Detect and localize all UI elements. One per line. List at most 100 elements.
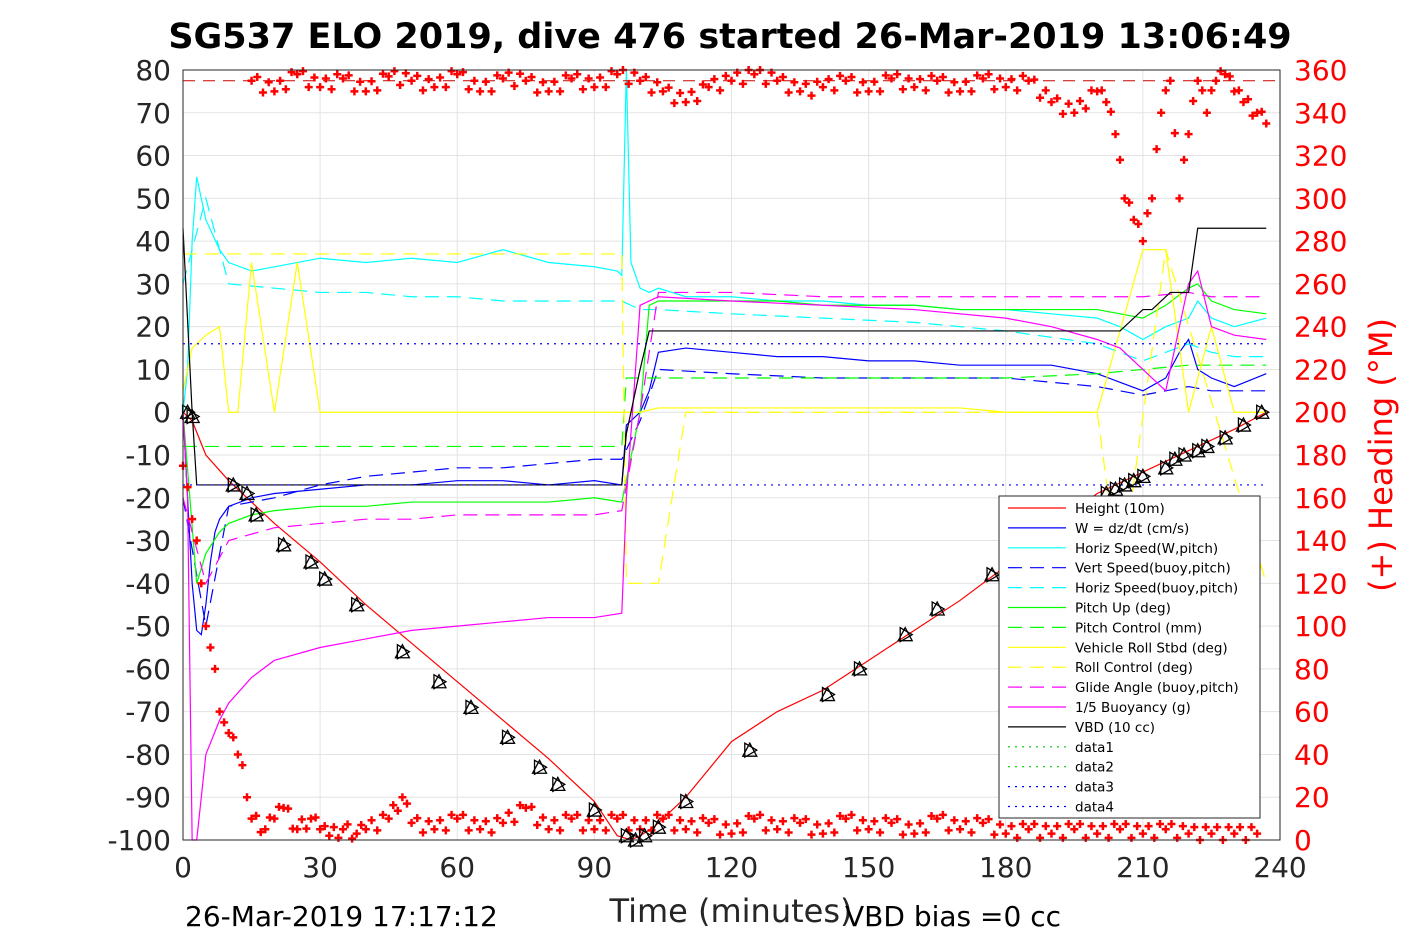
- triangle-marker: [533, 759, 548, 776]
- heading-point: [498, 818, 507, 827]
- heading-point: [1120, 194, 1129, 203]
- heading-point: [298, 67, 307, 76]
- heading-point: [956, 87, 965, 96]
- heading-point: [510, 82, 519, 91]
- heading-point: [938, 810, 947, 819]
- triangle-marker: [430, 673, 448, 689]
- legend-label: Height (10m): [1075, 501, 1165, 517]
- y-left-tick-label: -90: [125, 781, 171, 814]
- heading-point: [1175, 194, 1184, 203]
- heading-point: [224, 729, 233, 738]
- heading-point: [316, 825, 325, 834]
- heading-point: [670, 826, 679, 835]
- triangle-marker: [1219, 429, 1234, 447]
- legend-label: VBD (10 cc): [1075, 720, 1155, 736]
- heading-point: [784, 828, 793, 837]
- heading-point: [281, 85, 290, 94]
- heading-point: [1129, 215, 1138, 224]
- triangle-marker: [305, 553, 320, 571]
- triangle-marker: [1175, 446, 1193, 462]
- heading-point: [476, 825, 485, 834]
- heading-point: [807, 91, 816, 100]
- heading-point: [293, 825, 302, 834]
- heading-point: [938, 72, 947, 81]
- heading-point: [436, 816, 445, 825]
- y-left-tick-label: -30: [125, 525, 171, 558]
- heading-point: [544, 825, 553, 834]
- heading-point: [1018, 819, 1027, 828]
- triangle-marker: [853, 660, 868, 678]
- heading-point: [801, 79, 810, 88]
- heading-point: [818, 83, 827, 92]
- heading-point: [1047, 829, 1056, 838]
- heading-point: [493, 814, 502, 823]
- triangle-marker: [1256, 404, 1271, 421]
- heading-point: [624, 79, 633, 88]
- y-left-tick-label: 60: [135, 140, 171, 173]
- triangle-marker: [250, 506, 265, 524]
- heading-point: [750, 814, 759, 823]
- heading-point: [578, 85, 587, 94]
- triangle-marker: [652, 819, 667, 836]
- heading-point: [1212, 76, 1221, 85]
- heading-point: [1202, 108, 1211, 117]
- heading-point: [658, 87, 667, 96]
- triangle-marker: [744, 742, 759, 759]
- triangle-marker: [531, 758, 548, 774]
- heading-point: [1262, 119, 1271, 128]
- triangle-marker: [819, 686, 836, 702]
- y-right-axis-label: (+) Heading (°M): [1362, 318, 1400, 592]
- heading-point: [1253, 829, 1262, 838]
- heading-point: [1104, 833, 1113, 842]
- heading-point: [357, 821, 366, 830]
- heading-point: [1148, 194, 1157, 203]
- heading-point: [398, 793, 407, 802]
- footer-vbd-bias: VBD bias =0 cc: [845, 900, 1061, 933]
- heading-point: [1064, 99, 1073, 108]
- triangle-marker: [650, 818, 667, 834]
- heading-point: [613, 70, 622, 79]
- heading-point: [601, 826, 610, 835]
- triangle-marker: [1160, 459, 1175, 476]
- y-right-tick-label: 220: [1294, 353, 1347, 386]
- y-right-tick-label: 280: [1294, 225, 1347, 258]
- triangle-marker: [241, 485, 256, 502]
- heading-point: [550, 816, 559, 825]
- heading-point: [1207, 829, 1216, 838]
- heading-point: [1221, 70, 1230, 79]
- heading-point: [956, 825, 965, 834]
- heading-point: [352, 829, 361, 838]
- heading-point: [596, 816, 605, 825]
- triangle-marker: [588, 801, 603, 819]
- heading-point: [653, 78, 662, 87]
- heading-point: [1041, 822, 1050, 831]
- heading-point: [1144, 822, 1153, 831]
- y-right-tick-label: 160: [1294, 482, 1347, 515]
- heading-point: [1207, 86, 1216, 95]
- heading-point: [1111, 130, 1120, 139]
- triangle-marker: [248, 506, 265, 522]
- heading-point: [276, 76, 285, 85]
- heading-point: [447, 67, 456, 76]
- heading-point: [727, 76, 736, 85]
- heading-point: [1152, 145, 1161, 154]
- heading-point: [424, 75, 433, 84]
- heading-point: [242, 793, 251, 802]
- triangle-marker: [1253, 403, 1270, 419]
- heading-point: [229, 733, 238, 742]
- heading-point: [533, 88, 542, 97]
- heading-point: [738, 79, 747, 88]
- y-left-tick-label: 80: [135, 54, 171, 87]
- heading-point: [556, 87, 565, 96]
- triangle-marker: [433, 673, 448, 690]
- y-right-tick-label: 300: [1294, 182, 1347, 215]
- heading-point: [373, 826, 382, 835]
- heading-point: [320, 822, 329, 831]
- legend-label: data1: [1075, 740, 1114, 756]
- y-left-tick-label: -50: [125, 610, 171, 643]
- heading-point: [761, 826, 770, 835]
- heading-point: [1161, 825, 1170, 834]
- heading-point: [1070, 108, 1079, 117]
- heading-point: [197, 579, 206, 588]
